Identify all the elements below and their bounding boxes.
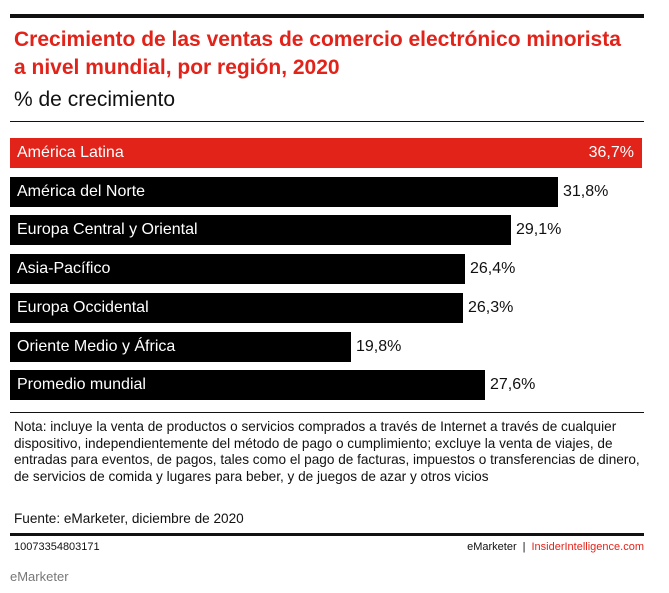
bar-1: América del Norte bbox=[10, 177, 558, 207]
brand-emarketer: eMarketer bbox=[467, 541, 517, 553]
chart-subtitle: % de crecimiento bbox=[14, 88, 176, 111]
chart-divider bbox=[10, 412, 644, 413]
chart-card: Crecimiento de las ventas de comercio el… bbox=[10, 14, 644, 557]
bar-value-label: 36,7% bbox=[588, 144, 634, 161]
bar-category-label: América Latina bbox=[17, 144, 124, 161]
brand-separator: | bbox=[522, 541, 526, 553]
title-divider bbox=[10, 121, 644, 122]
bar-category-label: Oriente Medio y África bbox=[17, 338, 176, 355]
bar-0: América Latina bbox=[10, 138, 642, 168]
bar-chart: América Latina 36,7% América del Norte 31,8… bbox=[10, 14, 644, 414]
bar-category-label: Europa Occidental bbox=[17, 299, 149, 316]
bar-value-label: 26,4% bbox=[470, 260, 516, 277]
brand-insiderintelligence: InsiderIntelligence.com bbox=[531, 541, 644, 553]
chart-id: 10073354803171 bbox=[14, 541, 100, 553]
bar-value-label: 29,1% bbox=[516, 221, 562, 238]
chart-title: Crecimiento de las ventas de comercio el… bbox=[14, 28, 621, 79]
bar-category-label: Europa Central y Oriental bbox=[17, 221, 198, 238]
image-caption: eMarketer bbox=[10, 569, 69, 584]
chart-source: Fuente: eMarketer, diciembre de 2020 bbox=[14, 511, 244, 526]
bar-3: Asia-Pacífico bbox=[10, 254, 465, 284]
bar-value-label: 26,3% bbox=[468, 299, 514, 316]
bar-value-label: 19,8% bbox=[356, 338, 402, 355]
bar-value-label: 27,6% bbox=[490, 376, 536, 393]
top-rule bbox=[10, 14, 644, 18]
bar-2: Europa Central y Oriental bbox=[10, 215, 511, 245]
bar-category-label: Promedio mundial bbox=[17, 376, 146, 393]
bar-value-label: 31,8% bbox=[563, 183, 609, 200]
bar-5: Oriente Medio y África bbox=[10, 332, 351, 362]
footer-brand: eMarketer | InsiderIntelligence.com bbox=[467, 541, 644, 553]
bar-4: Europa Occidental bbox=[10, 293, 463, 323]
bar-category-label: América del Norte bbox=[17, 183, 146, 200]
bar-category-label: Asia-Pacífico bbox=[17, 260, 111, 277]
bar-6: Promedio mundial bbox=[10, 370, 485, 400]
chart-note: Nota: incluye la venta de productos o se… bbox=[14, 419, 640, 484]
bottom-rule bbox=[10, 533, 644, 536]
